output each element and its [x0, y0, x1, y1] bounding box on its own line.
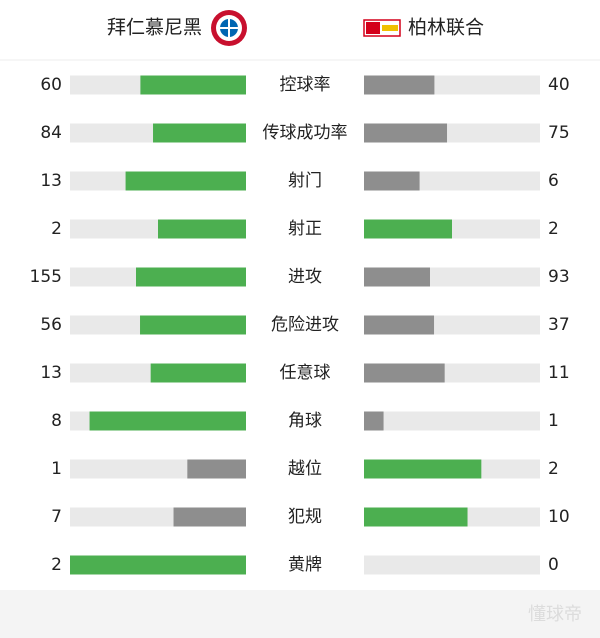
home-value: 13 — [40, 171, 62, 191]
away-value: 11 — [548, 363, 570, 383]
home-bar — [153, 123, 246, 143]
home-value: 60 — [40, 75, 62, 95]
home-logo — [211, 10, 247, 46]
stat-label: 黄牌 — [288, 555, 322, 575]
stat-label: 进攻 — [288, 267, 322, 287]
away-value: 2 — [548, 459, 559, 479]
home-bar — [140, 75, 246, 95]
away-value: 37 — [548, 315, 570, 335]
away-value: 0 — [548, 555, 559, 575]
home-value: 56 — [40, 315, 62, 335]
home-value: 2 — [51, 219, 62, 239]
away-bar — [364, 459, 482, 479]
home-value: 155 — [30, 267, 62, 287]
home-team: 拜仁慕尼黑 — [107, 17, 202, 39]
watermark: 懂球帝 — [528, 604, 582, 625]
away-logo — [363, 19, 401, 37]
away-bar — [364, 219, 452, 239]
home-bar — [173, 507, 246, 527]
stat-label: 越位 — [288, 459, 322, 479]
away-bar — [364, 315, 435, 335]
stat-label: 控球率 — [280, 75, 331, 95]
home-value: 7 — [51, 507, 62, 527]
away-value: 1 — [548, 411, 559, 431]
home-value: 1 — [51, 459, 62, 479]
away-team: 柏林联合 — [408, 17, 484, 39]
away-value: 75 — [548, 123, 570, 143]
stat-label: 射门 — [288, 171, 322, 191]
stat-label: 危险进攻 — [271, 315, 339, 335]
home-bar — [125, 171, 246, 191]
home-bar — [187, 459, 246, 479]
home-bar — [70, 555, 246, 575]
home-bar — [136, 267, 246, 287]
away-track — [364, 411, 540, 431]
away-track — [364, 555, 540, 575]
away-value: 10 — [548, 507, 570, 527]
stat-label: 射正 — [288, 219, 322, 239]
away-bar — [364, 123, 448, 143]
away-value: 2 — [548, 219, 559, 239]
away-value: 40 — [548, 75, 570, 95]
away-value: 93 — [548, 267, 570, 287]
home-value: 8 — [51, 411, 62, 431]
away-value: 6 — [548, 171, 559, 191]
home-value: 2 — [51, 555, 62, 575]
away-bar — [364, 507, 468, 527]
stat-label: 角球 — [288, 411, 322, 431]
away-bar — [364, 363, 445, 383]
away-bar — [364, 411, 384, 431]
away-bar — [364, 171, 420, 191]
home-bar — [158, 219, 246, 239]
stat-label: 传球成功率 — [263, 123, 348, 143]
stat-label: 犯规 — [288, 507, 322, 527]
home-value: 84 — [40, 123, 62, 143]
home-value: 13 — [40, 363, 62, 383]
home-bar — [140, 315, 246, 335]
stat-label: 任意球 — [280, 363, 331, 383]
home-bar — [89, 411, 246, 431]
away-bar — [364, 75, 435, 95]
home-bar — [150, 363, 246, 383]
away-bar — [364, 267, 430, 287]
footer — [0, 590, 600, 638]
